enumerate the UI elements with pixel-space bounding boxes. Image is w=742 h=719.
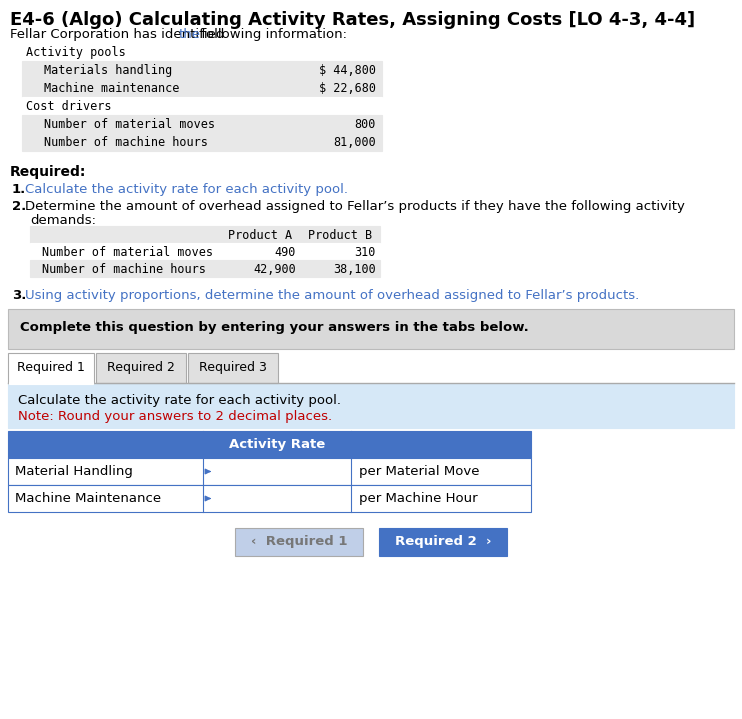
Text: Determine the amount of overhead assigned to Fellar’s products if they have the : Determine the amount of overhead assigne…: [25, 200, 685, 213]
Bar: [22, 79, 382, 97]
Text: Number of machine hours: Number of machine hours: [42, 263, 206, 276]
Text: the: the: [179, 28, 201, 41]
Text: ‹  Required 1: ‹ Required 1: [251, 536, 347, 549]
Text: Cost drivers: Cost drivers: [26, 100, 111, 113]
Bar: [22, 115, 382, 133]
Text: Number of machine hours: Number of machine hours: [44, 136, 208, 149]
Text: 490: 490: [275, 246, 296, 259]
Bar: [9, 382, 93, 383]
Text: E4-6 (Algo) Calculating Activity Rates, Assigning Costs [LO 4-3, 4-4]: E4-6 (Algo) Calculating Activity Rates, …: [10, 11, 695, 29]
Text: Using activity proportions, determine the amount of overhead assigned to Fellar’: Using activity proportions, determine th…: [25, 289, 640, 302]
Text: Complete this question by entering your answers in the tabs below.: Complete this question by entering your …: [20, 321, 529, 334]
Text: following information:: following information:: [197, 28, 347, 41]
Text: Activity pools: Activity pools: [26, 46, 125, 59]
Text: Required:: Required:: [10, 165, 86, 179]
Text: 310: 310: [355, 246, 376, 259]
Text: Calculate the activity rate for each activity pool.: Calculate the activity rate for each act…: [18, 394, 341, 407]
Bar: [8, 485, 531, 512]
Text: 2.: 2.: [12, 200, 26, 213]
Text: 42,900: 42,900: [253, 263, 296, 276]
Bar: [96, 353, 186, 383]
Text: 1.: 1.: [12, 183, 26, 196]
Bar: [30, 243, 380, 260]
Bar: [8, 384, 734, 428]
Bar: [22, 133, 382, 151]
Text: per Material Move: per Material Move: [359, 465, 479, 478]
Text: Product B: Product B: [308, 229, 372, 242]
Text: Required 2  ›: Required 2 ›: [395, 536, 491, 549]
Bar: [8, 353, 94, 383]
Text: Product A: Product A: [228, 229, 292, 242]
Text: Material Handling: Material Handling: [15, 465, 133, 478]
Text: 3.: 3.: [12, 289, 27, 302]
Text: per Machine Hour: per Machine Hour: [359, 492, 478, 505]
Bar: [30, 226, 380, 243]
Text: Calculate the activity rate for each activity pool.: Calculate the activity rate for each act…: [25, 183, 348, 196]
Bar: [22, 61, 382, 79]
Bar: [379, 528, 507, 556]
Text: 800: 800: [355, 118, 376, 131]
Text: Required 2: Required 2: [107, 362, 175, 375]
Bar: [30, 260, 380, 277]
Text: 38,100: 38,100: [333, 263, 376, 276]
Bar: [188, 353, 278, 383]
Text: Number of material moves: Number of material moves: [44, 118, 215, 131]
Text: Fellar Corporation has identified: Fellar Corporation has identified: [10, 28, 229, 41]
Text: $ 44,800: $ 44,800: [319, 64, 376, 77]
Bar: [22, 97, 382, 115]
Bar: [235, 528, 363, 556]
Text: 81,000: 81,000: [333, 136, 376, 149]
Text: Activity Rate: Activity Rate: [229, 438, 325, 451]
Text: demands:: demands:: [30, 214, 96, 227]
Text: Required 1: Required 1: [17, 362, 85, 375]
Text: Number of material moves: Number of material moves: [42, 246, 213, 259]
Text: Required 3: Required 3: [199, 362, 267, 375]
Bar: [8, 309, 734, 349]
Bar: [8, 431, 531, 458]
Text: Machine Maintenance: Machine Maintenance: [15, 492, 161, 505]
Text: $ 22,680: $ 22,680: [319, 82, 376, 95]
Text: Materials handling: Materials handling: [44, 64, 172, 77]
Bar: [8, 458, 531, 485]
Text: Note: Round your answers to 2 decimal places.: Note: Round your answers to 2 decimal pl…: [18, 410, 332, 423]
Bar: [22, 43, 382, 61]
Text: Machine maintenance: Machine maintenance: [44, 82, 180, 95]
